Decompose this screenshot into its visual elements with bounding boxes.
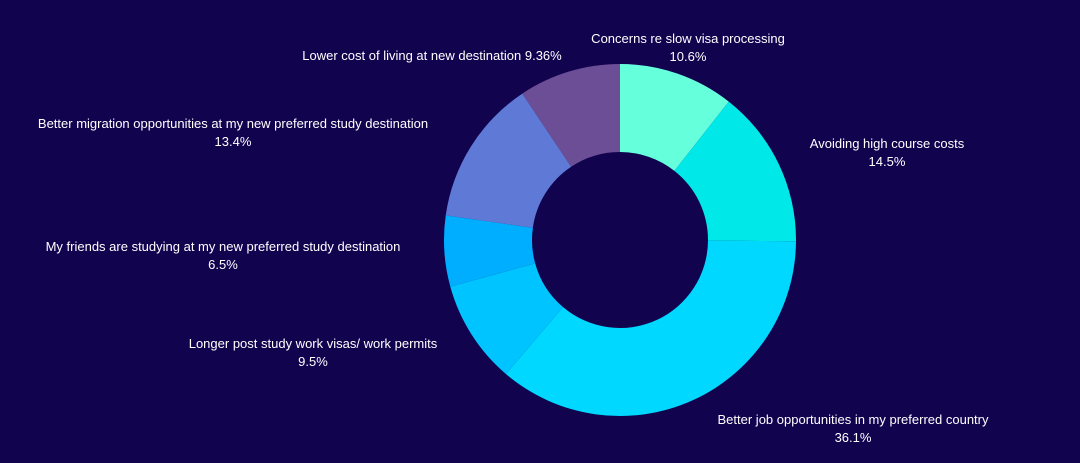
- label-lower-cost-of-living: Lower cost of living at new destination …: [302, 48, 562, 63]
- slice-better-migration-opportunities-at-my-new-preferred-study-destination: [445, 93, 572, 228]
- label-better-migration-opportunities: Better migration opportunities at my new…: [37, 116, 429, 149]
- slice-better-job-opportunities-in-my-preferred-country: [505, 240, 796, 416]
- label-concerns-slow-visa-processing: Concerns re slow visa processing 10.6%: [591, 31, 785, 64]
- slice-concerns-re-slow-visa-processing: [620, 64, 729, 171]
- slice-longer-post-study-work-visas-work-permits: [450, 263, 563, 375]
- slice-my-friends-are-studying-at-my-new-preferred-study-destination: [444, 215, 536, 287]
- slice-avoiding-high-course-costs: [674, 101, 796, 242]
- label-avoiding-high-course-costs: Avoiding high course costs 14.5%: [809, 136, 965, 169]
- slice-lower-cost-of-living-at-new-destination: [522, 64, 620, 167]
- label-longer-post-study-work-visas: Longer post study work visas/ work permi…: [188, 336, 438, 369]
- label-better-job-opportunities: Better job opportunities in my preferred…: [717, 412, 989, 445]
- label-friends-studying: My friends are studying at my new prefer…: [45, 239, 401, 272]
